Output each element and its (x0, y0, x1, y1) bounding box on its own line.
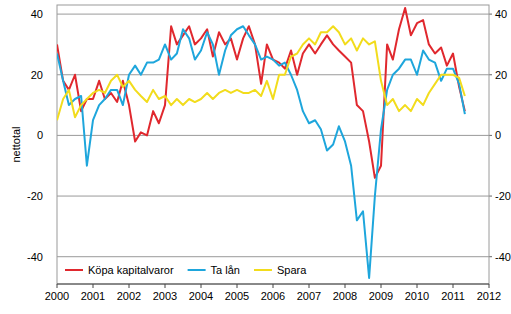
grid-line (57, 74, 489, 75)
y-tick-label: 40 (31, 8, 43, 20)
x-tick-label: 2006 (261, 290, 285, 302)
series-line (57, 26, 465, 278)
x-tick (201, 284, 202, 288)
x-tick (93, 284, 94, 288)
x-tick-label: 2003 (153, 290, 177, 302)
x-tick-label: 2004 (189, 290, 213, 302)
x-tick (309, 284, 310, 288)
x-tick-label: 2011 (441, 290, 465, 302)
grid-line (57, 256, 489, 257)
x-tick-label: 2005 (225, 290, 249, 302)
legend-label: Köpa kapitalvaror (88, 264, 174, 276)
y2-tick-label: 0 (495, 129, 501, 141)
grid-line (57, 135, 489, 136)
y2-tick-label: -20 (495, 190, 511, 202)
x-tick-label: 2002 (117, 290, 141, 302)
x-tick (237, 284, 238, 288)
series-line (57, 26, 465, 120)
x-tick-label: 2010 (405, 290, 429, 302)
legend-swatch (188, 269, 206, 271)
legend: Köpa kapitalvaror Ta lån Spara (65, 264, 307, 276)
chart: -40 -20 0 20 40 -40 -20 0 20 40 2000 2001 2002 2003 20… (0, 0, 511, 314)
x-tick-label: 2007 (297, 290, 321, 302)
series-group (57, 8, 465, 278)
grid-line (57, 14, 489, 15)
y-tick-label: 0 (37, 129, 43, 141)
x-tick-label: 2012 (477, 290, 501, 302)
x-tick (381, 284, 382, 288)
x-tick-label: 2009 (369, 290, 393, 302)
y-tick-label: 20 (31, 69, 43, 81)
y2-tick-label: -40 (495, 251, 511, 263)
y-tick-label: -20 (27, 190, 43, 202)
legend-label: Spara (277, 264, 307, 276)
x-tick-label: 2001 (81, 290, 105, 302)
x-tick-label: 2000 (45, 290, 69, 302)
x-tick (417, 284, 418, 288)
legend-swatch (254, 269, 272, 271)
x-tick (57, 284, 58, 288)
y2-tick-label: 20 (495, 69, 507, 81)
x-tick (489, 284, 490, 288)
x-tick (273, 284, 274, 288)
plot-frame (57, 5, 489, 284)
legend-swatch (65, 269, 83, 271)
x-tick (129, 284, 130, 288)
y2-tick-label: 40 (495, 8, 507, 20)
x-tick (453, 284, 454, 288)
x-tick-label: 2008 (333, 290, 357, 302)
legend-label: Ta lån (211, 264, 240, 276)
x-tick (165, 284, 166, 288)
x-tick (345, 284, 346, 288)
y-axis-label: nettotal (10, 126, 22, 162)
y-tick-label: -40 (27, 251, 43, 263)
grid-line (57, 196, 489, 197)
